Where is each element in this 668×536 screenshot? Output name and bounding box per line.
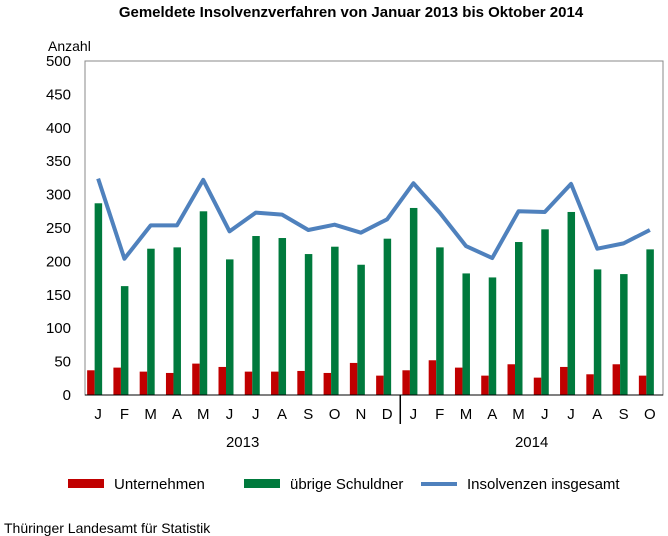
bar-unternehmen: [376, 375, 384, 395]
bar-unternehmen: [192, 363, 200, 395]
bar-unternehmen: [586, 374, 594, 395]
x-tick-label: S: [619, 406, 629, 423]
legend-swatch-1: [244, 479, 280, 488]
legend-swatch-0: [68, 479, 104, 488]
bar-unternehmen: [165, 372, 174, 395]
bar-uebrige-schuldner: [436, 247, 444, 395]
bar-unternehmen: [113, 367, 121, 395]
bar-uebrige-schuldner: [383, 238, 392, 395]
y-tick-label: 500: [46, 53, 71, 70]
x-tick-label: J: [541, 406, 549, 423]
bar-uebrige-schuldner: [593, 269, 602, 395]
bar-uebrige-schuldner: [515, 242, 523, 395]
bar-unternehmen: [218, 366, 226, 395]
bar-uebrige-schuldner: [541, 229, 549, 395]
bar-uebrige-schuldner: [488, 277, 497, 395]
y-tick-label: 450: [46, 86, 71, 103]
bar-unternehmen: [297, 370, 305, 395]
x-tick-label: J: [410, 406, 418, 423]
bar-uebrige-schuldner: [147, 248, 155, 395]
x-tick-label: N: [355, 406, 366, 423]
bar-unternehmen: [560, 366, 568, 395]
x-tick-label: M: [144, 406, 157, 423]
bar-uebrige-schuldner: [620, 274, 628, 395]
year-label: 2014: [515, 434, 548, 451]
y-tick-label: 200: [46, 253, 71, 270]
bar-unternehmen: [638, 375, 647, 395]
bar-uebrige-schuldner: [462, 273, 470, 395]
legend-label: Insolvenzen insgesamt: [467, 476, 620, 493]
y-tick-label: 50: [54, 354, 71, 371]
x-tick-label: J: [226, 406, 234, 423]
bar-uebrige-schuldner: [409, 207, 418, 395]
bar-unternehmen: [402, 370, 410, 395]
x-tick-label: O: [329, 406, 341, 423]
bar-unternehmen: [323, 372, 332, 395]
line-insolvenzen-insgesamt: [96, 177, 651, 261]
x-tick-label: A: [172, 406, 182, 423]
x-tick-label: A: [277, 406, 287, 423]
y-tick-label: 100: [46, 320, 71, 337]
bar-uebrige-schuldner: [199, 211, 208, 395]
y-tick-label: 300: [46, 187, 71, 204]
y-axis-label: Anzahl: [48, 38, 91, 54]
bar-uebrige-schuldner: [226, 259, 234, 395]
y-tick-label: 400: [46, 120, 71, 137]
legend-label: übrige Schuldner: [290, 476, 403, 493]
x-tick-label: O: [644, 406, 656, 423]
x-tick-label: J: [94, 406, 102, 423]
bar-uebrige-schuldner: [567, 211, 576, 395]
bar-uebrige-schuldner: [278, 238, 287, 395]
x-tick-label: A: [487, 406, 497, 423]
bar-unternehmen: [349, 362, 358, 395]
x-tick-label: M: [460, 406, 473, 423]
bar-uebrige-schuldner: [646, 249, 654, 395]
x-tick-label: J: [252, 406, 260, 423]
bar-unternehmen: [244, 371, 253, 395]
bar-unternehmen: [533, 377, 542, 395]
y-tick-label: 250: [46, 220, 71, 237]
y-tick-label: 350: [46, 153, 71, 170]
year-label: 2013: [226, 434, 259, 451]
bar-unternehmen: [481, 375, 489, 395]
bar-uebrige-schuldner: [304, 254, 313, 395]
bar-unternehmen: [87, 370, 95, 395]
y-tick-label: 150: [46, 287, 71, 304]
x-tick-label: F: [435, 406, 444, 423]
bar-unternehmen: [612, 364, 621, 395]
bar-unternehmen: [139, 371, 148, 395]
x-tick-label: M: [197, 406, 210, 423]
bar-unternehmen: [271, 371, 279, 395]
bar-unternehmen: [507, 364, 515, 395]
bar-uebrige-schuldner: [357, 264, 365, 395]
y-tick-label: 0: [63, 387, 71, 404]
bar-unternehmen: [454, 367, 463, 395]
bar-uebrige-schuldner: [94, 203, 103, 395]
x-tick-label: F: [120, 406, 129, 423]
x-tick-label: J: [567, 406, 575, 423]
bar-uebrige-schuldner: [120, 286, 129, 395]
bar-unternehmen: [428, 360, 437, 395]
x-tick-label: S: [303, 406, 313, 423]
legend-label: Unternehmen: [114, 476, 205, 493]
bar-uebrige-schuldner: [173, 247, 181, 395]
x-tick-label: A: [592, 406, 602, 423]
x-tick-label: M: [512, 406, 525, 423]
source-note: Thüringer Landesamt für Statistik: [4, 520, 211, 536]
x-tick-label: D: [382, 406, 393, 423]
bar-uebrige-schuldner: [331, 246, 339, 395]
bar-uebrige-schuldner: [252, 236, 260, 395]
chart-title: Gemeldete Insolvenzverfahren von Januar …: [119, 4, 584, 21]
